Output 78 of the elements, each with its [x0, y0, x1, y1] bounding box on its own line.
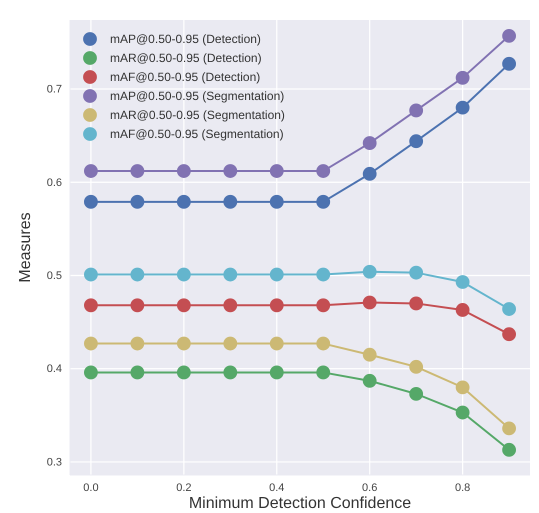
point — [362, 348, 377, 362]
point — [223, 336, 238, 350]
point — [409, 360, 424, 374]
point — [130, 298, 144, 312]
y-tick-label: 0.3 — [46, 456, 62, 468]
point — [176, 164, 191, 178]
point — [84, 164, 98, 178]
y-tick-label: 0.5 — [46, 270, 62, 282]
point — [316, 194, 330, 209]
x-tick-label: 0.0 — [83, 482, 99, 494]
point — [84, 194, 98, 209]
point — [223, 298, 238, 312]
point — [84, 336, 98, 350]
point — [84, 366, 98, 380]
point — [456, 275, 470, 289]
point — [176, 336, 191, 350]
point — [456, 380, 470, 394]
point — [270, 336, 284, 350]
point — [409, 134, 424, 148]
point — [316, 336, 330, 350]
point — [502, 421, 516, 436]
point — [130, 336, 144, 350]
point — [409, 104, 424, 118]
point — [130, 194, 144, 209]
point — [84, 268, 98, 282]
point — [362, 136, 377, 150]
point — [502, 327, 516, 342]
point — [456, 100, 470, 115]
point — [502, 28, 516, 43]
point — [316, 298, 330, 312]
point — [409, 296, 424, 310]
point — [223, 164, 238, 178]
point — [270, 366, 284, 380]
legend-label: mAP@0.50-0.95 (Detection) — [110, 32, 261, 46]
point — [362, 264, 377, 279]
point — [362, 166, 377, 181]
legend-label: mAF@0.50-0.95 (Detection) — [110, 70, 260, 84]
point — [84, 298, 98, 312]
point — [270, 298, 284, 312]
point — [223, 366, 238, 380]
point — [456, 70, 470, 85]
point — [270, 194, 284, 209]
y-tick-label: 0.6 — [46, 176, 62, 189]
point — [270, 164, 284, 178]
x-tick-label: 0.8 — [454, 482, 470, 494]
y-axis-title: Measures — [17, 212, 34, 283]
point — [176, 194, 191, 209]
x-tick-label: 0.4 — [269, 482, 284, 494]
point — [316, 366, 330, 380]
point — [176, 268, 191, 282]
x-tick-label: 0.2 — [176, 482, 192, 494]
point — [223, 194, 238, 209]
point — [409, 266, 424, 280]
point — [456, 406, 470, 420]
legend-label: mAR@0.50-0.95 (Segmentation) — [110, 108, 285, 122]
x-axis-title: Minimum Detection Confidence — [188, 495, 412, 512]
x-tick-label: 0.6 — [362, 482, 378, 494]
point — [502, 442, 516, 457]
point — [409, 386, 424, 401]
point — [270, 268, 284, 282]
y-tick-label: 0.7 — [46, 84, 62, 96]
y-tick-label: 0.4 — [46, 363, 62, 376]
point — [130, 366, 144, 380]
point — [223, 268, 238, 282]
point — [362, 374, 377, 388]
legend-label: mAP@0.50-0.95 (Segmentation) — [110, 89, 284, 103]
point — [130, 164, 144, 178]
legend-label: mAR@0.50-0.95 (Detection) — [110, 51, 262, 65]
legend-label: mAF@0.50-0.95 (Segmentation) — [110, 127, 284, 141]
point — [456, 303, 470, 317]
point — [362, 296, 377, 310]
point — [130, 268, 144, 282]
point — [316, 268, 330, 282]
point — [502, 56, 516, 71]
point — [502, 302, 516, 316]
point — [176, 366, 191, 380]
point — [176, 298, 191, 312]
point — [316, 164, 330, 178]
